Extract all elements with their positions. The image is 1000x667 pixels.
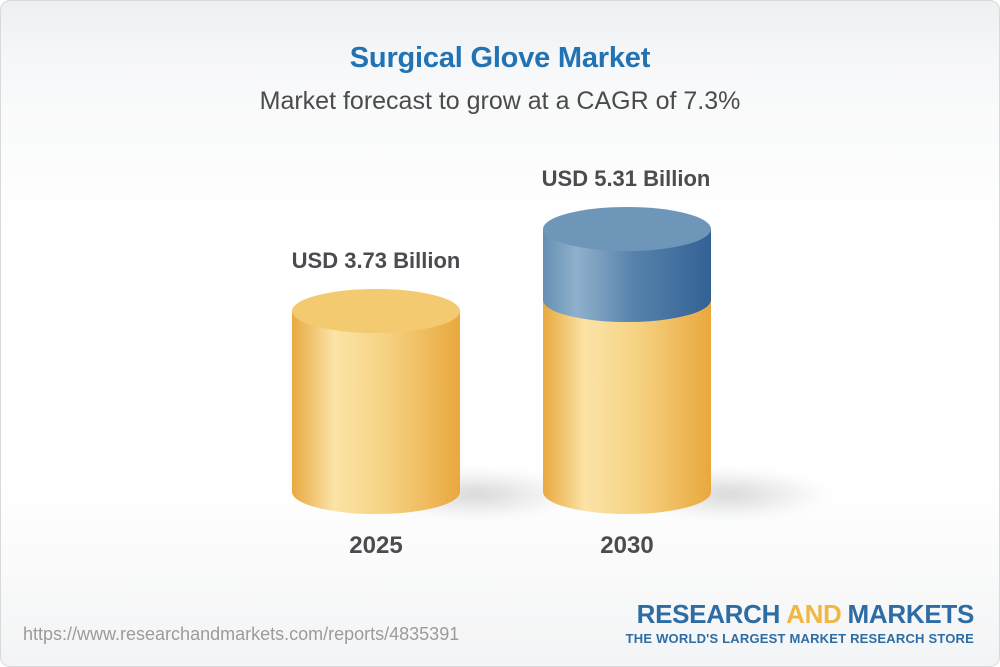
report-url: https://www.researchandmarkets.com/repor… [23, 624, 460, 644]
logo-word-markets: MARKETS [847, 599, 975, 629]
research-and-markets-logo: RESEARCH AND MARKETS THE WORLD'S LARGEST M… [625, 599, 975, 647]
bar-2030-growth-segment [543, 229, 711, 322]
logo-tagline: THE WORLD'S LARGEST MARKET RESEARCH STOR… [625, 631, 974, 647]
logo-word-research: RESEARCH [636, 599, 781, 629]
bar-2030-base-segment [543, 300, 711, 514]
bar-2025-cylinder [292, 289, 460, 514]
value-label-2025: USD 3.73 Billion [291, 248, 461, 273]
logo-wordmark: RESEARCH AND MARKETS [626, 599, 975, 629]
bar-2025-side [292, 311, 460, 514]
bar-2030-cylinder [543, 207, 711, 514]
logo-word-and: AND [786, 599, 842, 629]
chart-subtitle: Market forecast to grow at a CAGR of 7.3… [259, 87, 741, 115]
bar-2030-top [543, 207, 711, 251]
bar-2025-top [292, 289, 460, 333]
chart-title: Surgical Glove Market [349, 42, 651, 74]
category-label-2030: 2030 [600, 532, 654, 559]
category-label-2025: 2025 [349, 532, 403, 559]
value-label-2030: USD 5.31 Billion [541, 166, 711, 191]
